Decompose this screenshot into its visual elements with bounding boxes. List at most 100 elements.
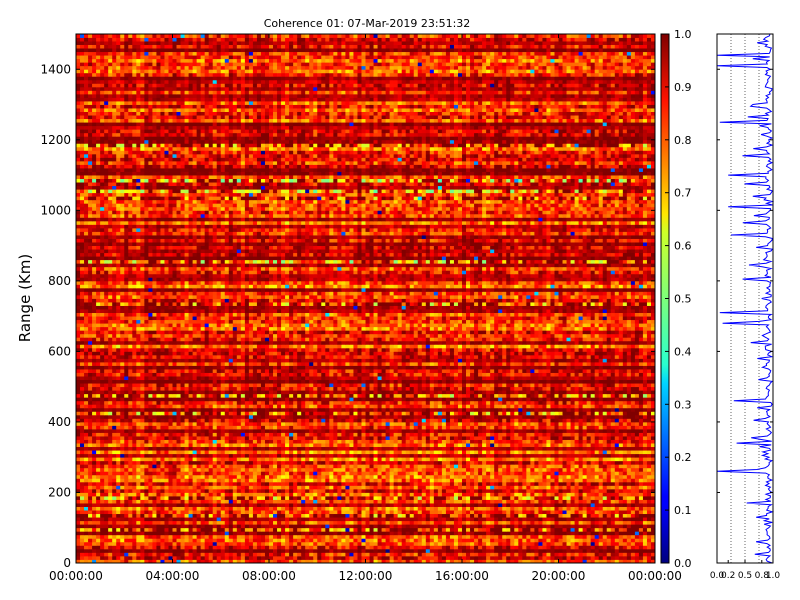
- heatmap-cell: [180, 464, 185, 469]
- heatmap-cell: [293, 453, 298, 458]
- heatmap-cell: [285, 541, 290, 546]
- heatmap-cell: [277, 471, 282, 476]
- heatmap-cell: [317, 460, 322, 465]
- heatmap-cell: [566, 520, 571, 525]
- heatmap-cell: [594, 499, 600, 504]
- heatmap-cell: [482, 548, 487, 553]
- heatmap-cell: [176, 499, 181, 504]
- heatmap-cell: [232, 464, 238, 469]
- heatmap-cell: [80, 474, 85, 479]
- heatmap-cell: [622, 503, 628, 507]
- heatmap-cell: [309, 492, 314, 497]
- heatmap-cell: [341, 457, 346, 462]
- heatmap-cell: [377, 527, 382, 532]
- heatmap-cell: [349, 471, 354, 476]
- heatmap-cell: [156, 527, 161, 532]
- heatmap-cell: [598, 485, 604, 490]
- heatmap-cell: [590, 545, 596, 550]
- heatmap-cell: [526, 548, 531, 553]
- heatmap-cell: [534, 446, 539, 451]
- heatmap-cell: [164, 478, 169, 483]
- heatmap-cell: [558, 517, 563, 522]
- heatmap-cell: [148, 513, 153, 518]
- heatmap-cell: [88, 495, 93, 500]
- heatmap-cell: [365, 485, 370, 490]
- heatmap-cell: [389, 474, 395, 479]
- heatmap-cell: [228, 439, 234, 444]
- heatmap-cell: [542, 443, 547, 448]
- heatmap-cell: [224, 527, 230, 532]
- heatmap-cell: [104, 467, 109, 472]
- heatmap-cell: [417, 495, 423, 500]
- heatmap-cell: [208, 485, 214, 490]
- heatmap-cell: [437, 488, 443, 493]
- heatmap-cell: [264, 443, 270, 448]
- heatmap-cell: [486, 520, 491, 525]
- heatmap-cell: [84, 457, 89, 462]
- heatmap-cell: [429, 517, 435, 522]
- heatmap-cell: [168, 559, 173, 564]
- heatmap-cell: [373, 552, 378, 557]
- heatmap-cell: [108, 460, 113, 465]
- heatmap-cell: [309, 488, 314, 493]
- heatmap-cell: [401, 527, 407, 532]
- heatmap-cell: [144, 464, 149, 469]
- heatmap-cell: [260, 520, 266, 525]
- heatmap-cell: [606, 450, 612, 455]
- heatmap-cell: [88, 552, 93, 557]
- heatmap-cell: [88, 548, 93, 553]
- heatmap-cell: [550, 506, 555, 511]
- heatmap-cell: [530, 446, 535, 451]
- heatmap-cell: [381, 531, 386, 536]
- heatmap-cell: [429, 460, 435, 465]
- heatmap-cell: [301, 524, 306, 529]
- heatmap-cell: [453, 453, 459, 458]
- heatmap-cell: [490, 531, 495, 536]
- heatmap-cell: [281, 439, 286, 444]
- heatmap-cell: [124, 520, 129, 525]
- heatmap-cell: [325, 495, 330, 500]
- heatmap-cell: [192, 450, 198, 455]
- heatmap-cell: [566, 555, 571, 560]
- heatmap-cell: [546, 506, 551, 511]
- heatmap-cell: [144, 492, 149, 497]
- heatmap-cell: [100, 481, 105, 486]
- heatmap-cell: [570, 510, 575, 515]
- heatmap-cell: [582, 524, 588, 529]
- heatmap-cell: [622, 513, 628, 518]
- heatmap-cell: [594, 517, 600, 522]
- heatmap-cell: [397, 503, 403, 507]
- heatmap-cell: [293, 520, 298, 525]
- heatmap-cell: [466, 446, 471, 451]
- heatmap-cell: [618, 446, 624, 451]
- heatmap-cell: [586, 517, 592, 522]
- heatmap-cell: [393, 439, 399, 444]
- heatmap-cell: [341, 450, 346, 455]
- heatmap-cell: [594, 443, 600, 448]
- heatmap-cell: [289, 471, 294, 476]
- heatmap-cell: [494, 457, 499, 462]
- heatmap-cell: [502, 474, 507, 479]
- heatmap-cell: [301, 510, 306, 515]
- heatmap-cell: [534, 492, 539, 497]
- heatmap-cell: [377, 506, 382, 511]
- heatmap-cell: [152, 467, 157, 472]
- heatmap-cell: [164, 488, 169, 493]
- heatmap-cell: [474, 457, 479, 462]
- heatmap-cell: [538, 555, 543, 560]
- heatmap-cell: [437, 513, 443, 518]
- heatmap-cell: [502, 513, 507, 518]
- heatmap-cell: [542, 520, 547, 525]
- heatmap-cell: [196, 541, 202, 546]
- heatmap-cell: [534, 524, 539, 529]
- heatmap-cell: [478, 510, 483, 515]
- heatmap-cell: [96, 555, 101, 560]
- heatmap-cell: [441, 559, 447, 564]
- heatmap-cell: [470, 485, 475, 490]
- heatmap-cell: [381, 460, 386, 465]
- heatmap-cell: [421, 481, 427, 486]
- heatmap-cell: [329, 443, 334, 448]
- heatmap-cell: [550, 559, 555, 564]
- heatmap-cell: [112, 471, 117, 476]
- heatmap-cell: [634, 457, 640, 462]
